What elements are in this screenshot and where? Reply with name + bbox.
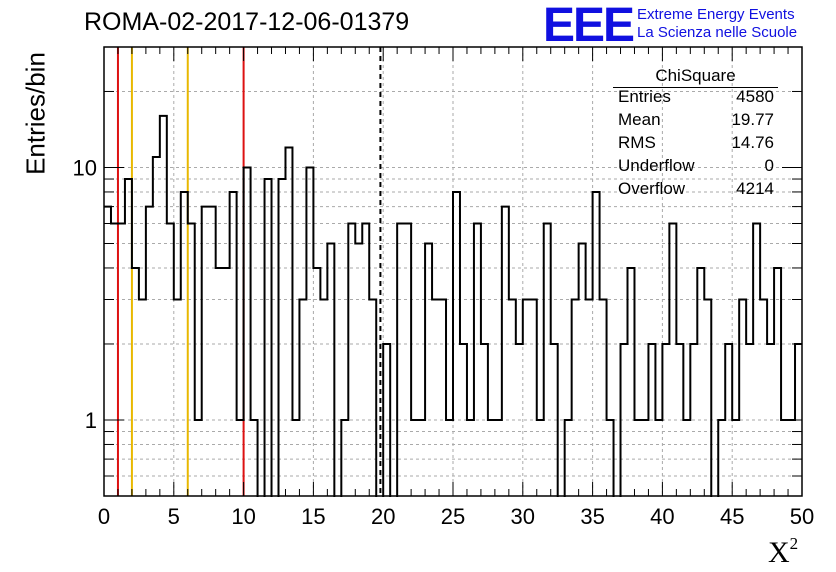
stats-value: 0 xyxy=(764,156,774,175)
stats-value: 19.77 xyxy=(731,110,774,129)
y-tick-label: 1 xyxy=(85,408,97,433)
x-tick-label: 40 xyxy=(650,504,674,529)
stats-row: Underflow 0 xyxy=(613,154,774,177)
x-tick-label: 30 xyxy=(511,504,535,529)
stats-row: Mean 19.77 xyxy=(613,108,774,131)
stats-label: Underflow xyxy=(618,156,695,175)
y-axis-label: Entries/bin xyxy=(20,52,51,175)
stats-rows: Entries 4580 Mean 19.77 RMS 14.76 Underflow 0 Ov… xyxy=(613,85,783,200)
stats-value: 4580 xyxy=(736,87,774,106)
stats-value: 4214 xyxy=(736,179,774,198)
stats-label: Entries xyxy=(618,87,671,106)
x-tick-label: 5 xyxy=(168,504,180,529)
run-title: ROMA-02-2017-12-06-01379 xyxy=(84,8,410,36)
x-tick-label: 0 xyxy=(98,504,110,529)
eee-logo: EEE xyxy=(543,0,635,52)
stats-label: RMS xyxy=(618,133,656,152)
histogram-series xyxy=(103,114,803,502)
x-tick-label: 45 xyxy=(720,504,744,529)
y-tick-label: 10 xyxy=(73,155,97,180)
axis-ticks xyxy=(103,46,803,497)
stats-title: ChiSquare xyxy=(613,64,778,88)
stats-row: Overflow 4214 xyxy=(613,177,774,200)
x-tick-label: 15 xyxy=(301,504,325,529)
stats-row: RMS 14.76 xyxy=(613,131,774,154)
bottom-mask xyxy=(103,497,803,502)
x-tick-label: 35 xyxy=(580,504,604,529)
stats-label: Overflow xyxy=(618,179,686,198)
x-axis-label: X2 xyxy=(768,534,799,569)
histogram-line xyxy=(104,114,802,499)
stats-label: Mean xyxy=(618,110,661,129)
x-tick-label: 10 xyxy=(231,504,255,529)
logo-line-2: La Scienza nelle Scuole xyxy=(637,24,798,41)
logo-line-1: Extreme Energy Events xyxy=(637,6,795,23)
stats-value: 14.76 xyxy=(731,133,774,152)
axis-tick-labels: 0 5 10 15 20 25 30 35 40 45 50 1 10 xyxy=(73,155,815,529)
stats-row: Entries 4580 xyxy=(613,85,774,108)
x-tick-label: 20 xyxy=(371,504,395,529)
threshold-lines xyxy=(116,47,382,496)
stats-box: ChiSquare Entries 4580 Mean 19.77 RMS 14.76 Un… xyxy=(613,64,783,200)
x-tick-label: 50 xyxy=(790,504,814,529)
x-tick-label: 25 xyxy=(441,504,465,529)
